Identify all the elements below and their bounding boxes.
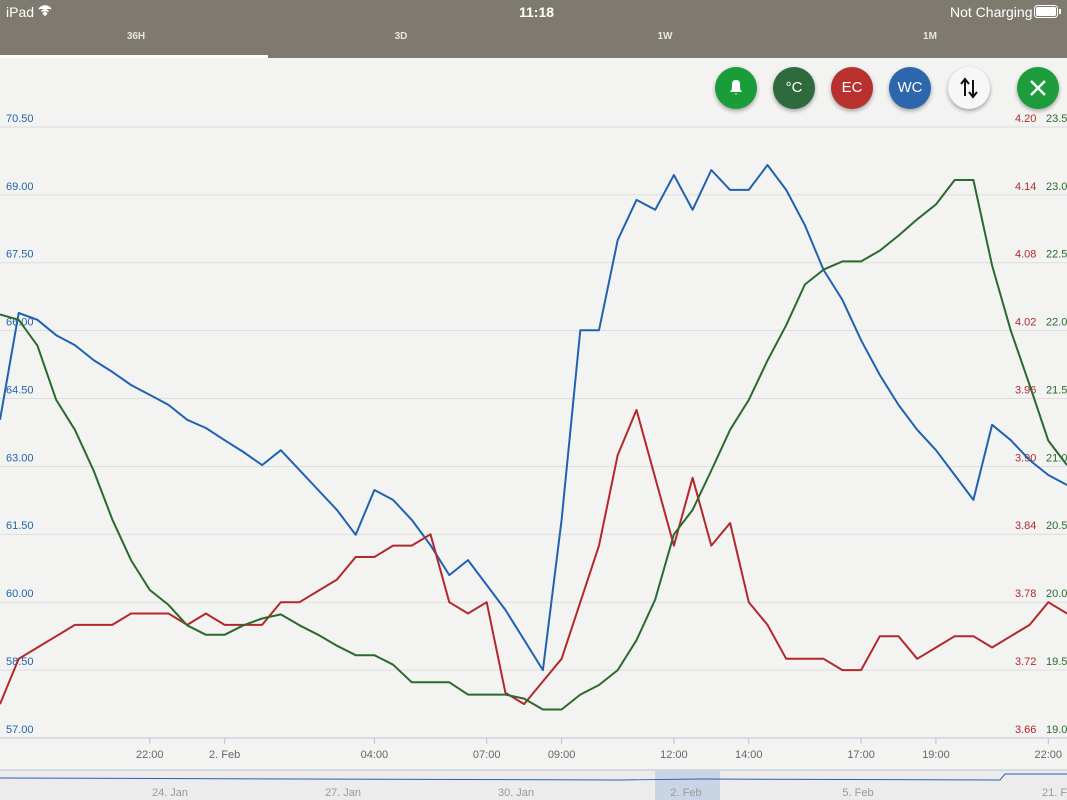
x-tick-label: 12:00 <box>660 749 688 761</box>
y3-tick-label: 23.5 <box>1046 113 1067 125</box>
tab[interactable]: 36H <box>126 31 146 42</box>
y2-tick-label: 4.14 <box>1015 181 1036 193</box>
tab[interactable]: 1W <box>657 31 673 42</box>
series-line <box>0 164 1067 672</box>
chart: 24. Jan 27. Jan 30. Jan 2. Feb 5. Feb 21… <box>0 113 1067 800</box>
active-tab-indicator <box>0 55 268 58</box>
wifi-icon <box>38 5 52 16</box>
y2-tick-label: 4.20 <box>1015 113 1036 125</box>
tab[interactable]: 1M <box>923 31 937 42</box>
x-tick-label: 07:00 <box>473 749 501 761</box>
x-tick-label: 2. Feb <box>209 749 240 761</box>
series-line <box>0 179 1067 711</box>
y-tick-label: 67.50 <box>6 249 34 261</box>
navigator-label: 2. Feb <box>670 787 701 799</box>
x-tick-label: 14:00 <box>735 749 763 761</box>
battery-icon <box>1034 5 1061 18</box>
navigator-label: 5. Feb <box>842 787 873 799</box>
y-tick-label: 69.00 <box>6 181 34 193</box>
y3-tick-label: 23.0 <box>1046 181 1067 193</box>
y3-tick-label: 22.5 <box>1046 249 1067 261</box>
x-tick-label: 17:00 <box>847 749 875 761</box>
device-name: iPad <box>6 4 35 20</box>
y3-tick-label: 20.0 <box>1046 588 1067 600</box>
clock: 11:18 <box>519 4 555 20</box>
tab[interactable]: 3D <box>394 31 408 42</box>
navigator-label: 27. Jan <box>325 787 361 799</box>
navigator[interactable] <box>0 770 1067 800</box>
navigator-label: 21. F <box>1042 787 1067 799</box>
y-tick-label: 60.00 <box>6 588 34 600</box>
navigator-label: 24. Jan <box>152 787 188 799</box>
wc-button[interactable]: WC <box>889 67 931 109</box>
alarm-button[interactable] <box>715 67 757 109</box>
x-tick-label: 09:00 <box>548 749 576 761</box>
status-and-tab-bar: iPad 11:18 Not Charging 36H 3D 1W 1M <box>0 0 1067 58</box>
swap-axis-button[interactable] <box>948 67 990 109</box>
y-tick-label: 58.50 <box>6 656 34 668</box>
y-tick-label: 64.50 <box>6 384 34 396</box>
swap-icon <box>960 77 978 99</box>
navigator-label: 30. Jan <box>498 787 534 799</box>
y2-tick-label: 3.72 <box>1015 656 1036 668</box>
y3-tick-label: 22.0 <box>1046 317 1067 329</box>
temperature-button[interactable]: °C <box>773 67 815 109</box>
close-icon <box>1030 80 1046 96</box>
y-tick-label: 70.50 <box>6 113 34 125</box>
y2-tick-label: 4.02 <box>1015 317 1036 329</box>
ec-button[interactable]: EC <box>831 67 873 109</box>
y2-tick-label: 3.66 <box>1015 724 1036 736</box>
x-tick-label: 19:00 <box>922 749 950 761</box>
battery-status: Not Charging <box>950 4 1033 20</box>
y3-tick-label: 21.0 <box>1046 452 1067 464</box>
y3-tick-label: 21.5 <box>1046 384 1067 396</box>
navigator-line <box>0 773 1067 781</box>
y3-tick-label: 19.0 <box>1046 724 1067 736</box>
y2-tick-label: 3.78 <box>1015 588 1036 600</box>
close-button[interactable] <box>1017 67 1059 109</box>
y3-tick-label: 20.5 <box>1046 520 1067 532</box>
y2-tick-label: 3.84 <box>1015 520 1036 532</box>
navigator-window[interactable] <box>655 770 720 800</box>
y-tick-label: 63.00 <box>6 452 34 464</box>
series-line <box>0 408 1067 706</box>
y-tick-label: 61.50 <box>6 520 34 532</box>
y3-tick-label: 19.5 <box>1046 656 1067 668</box>
x-tick-label: 04:00 <box>361 749 389 761</box>
y-tick-label: 57.00 <box>6 724 34 736</box>
x-tick-label: 22:00 <box>1035 749 1063 761</box>
y2-tick-label: 4.08 <box>1015 249 1036 261</box>
bell-icon <box>730 80 742 95</box>
x-tick-label: 22:00 <box>136 749 164 761</box>
